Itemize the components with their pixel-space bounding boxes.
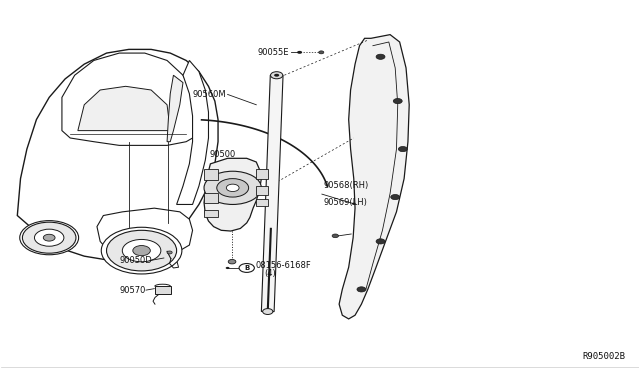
Text: 90500: 90500 [210,151,236,160]
Text: R905002B: R905002B [583,352,626,361]
Bar [155,286,171,294]
Text: 90055E: 90055E [258,48,289,57]
Text: B: B [244,265,250,271]
Text: 90568(RH): 90568(RH) [323,182,369,190]
Polygon shape [97,208,193,260]
Circle shape [394,99,402,104]
Polygon shape [261,75,283,312]
Circle shape [44,234,55,241]
Circle shape [357,287,366,292]
Circle shape [352,203,356,205]
Circle shape [101,227,182,274]
Polygon shape [204,158,261,231]
Polygon shape [167,75,183,142]
Circle shape [35,229,64,246]
Circle shape [22,222,76,253]
Circle shape [274,74,279,77]
Circle shape [226,267,230,269]
Circle shape [167,251,172,254]
Circle shape [122,240,161,262]
Circle shape [376,54,385,60]
Polygon shape [177,61,209,205]
Polygon shape [62,53,196,145]
Circle shape [262,309,273,314]
Circle shape [133,246,150,256]
Text: 90570: 90570 [119,286,146,295]
Circle shape [239,263,254,272]
Circle shape [391,195,399,200]
Text: 90560M: 90560M [193,90,227,99]
Text: 90569(LH): 90569(LH) [323,198,367,207]
Bar [256,199,268,206]
Polygon shape [339,35,409,319]
Bar [204,169,218,180]
Text: (4): (4) [264,269,276,278]
Polygon shape [17,49,218,260]
Circle shape [20,221,79,255]
Bar [204,210,218,217]
Bar [204,193,218,203]
Bar [256,186,268,195]
Circle shape [217,179,248,197]
Circle shape [227,184,239,192]
Circle shape [297,51,302,54]
Bar [256,169,268,179]
Circle shape [398,147,407,152]
Circle shape [319,51,324,54]
Circle shape [106,230,177,271]
Circle shape [376,239,385,244]
Circle shape [204,171,261,205]
Text: 90050D: 90050D [119,256,152,265]
Circle shape [228,260,236,264]
Polygon shape [78,86,170,131]
Text: 08156-6168F: 08156-6168F [255,261,312,270]
Circle shape [332,234,339,238]
Circle shape [271,72,283,79]
